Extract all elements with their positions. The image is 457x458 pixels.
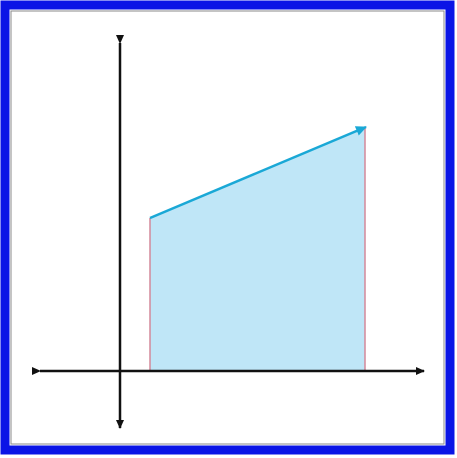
shaded-area-region	[150, 127, 365, 371]
slope-arrow-line	[149, 125, 367, 220]
